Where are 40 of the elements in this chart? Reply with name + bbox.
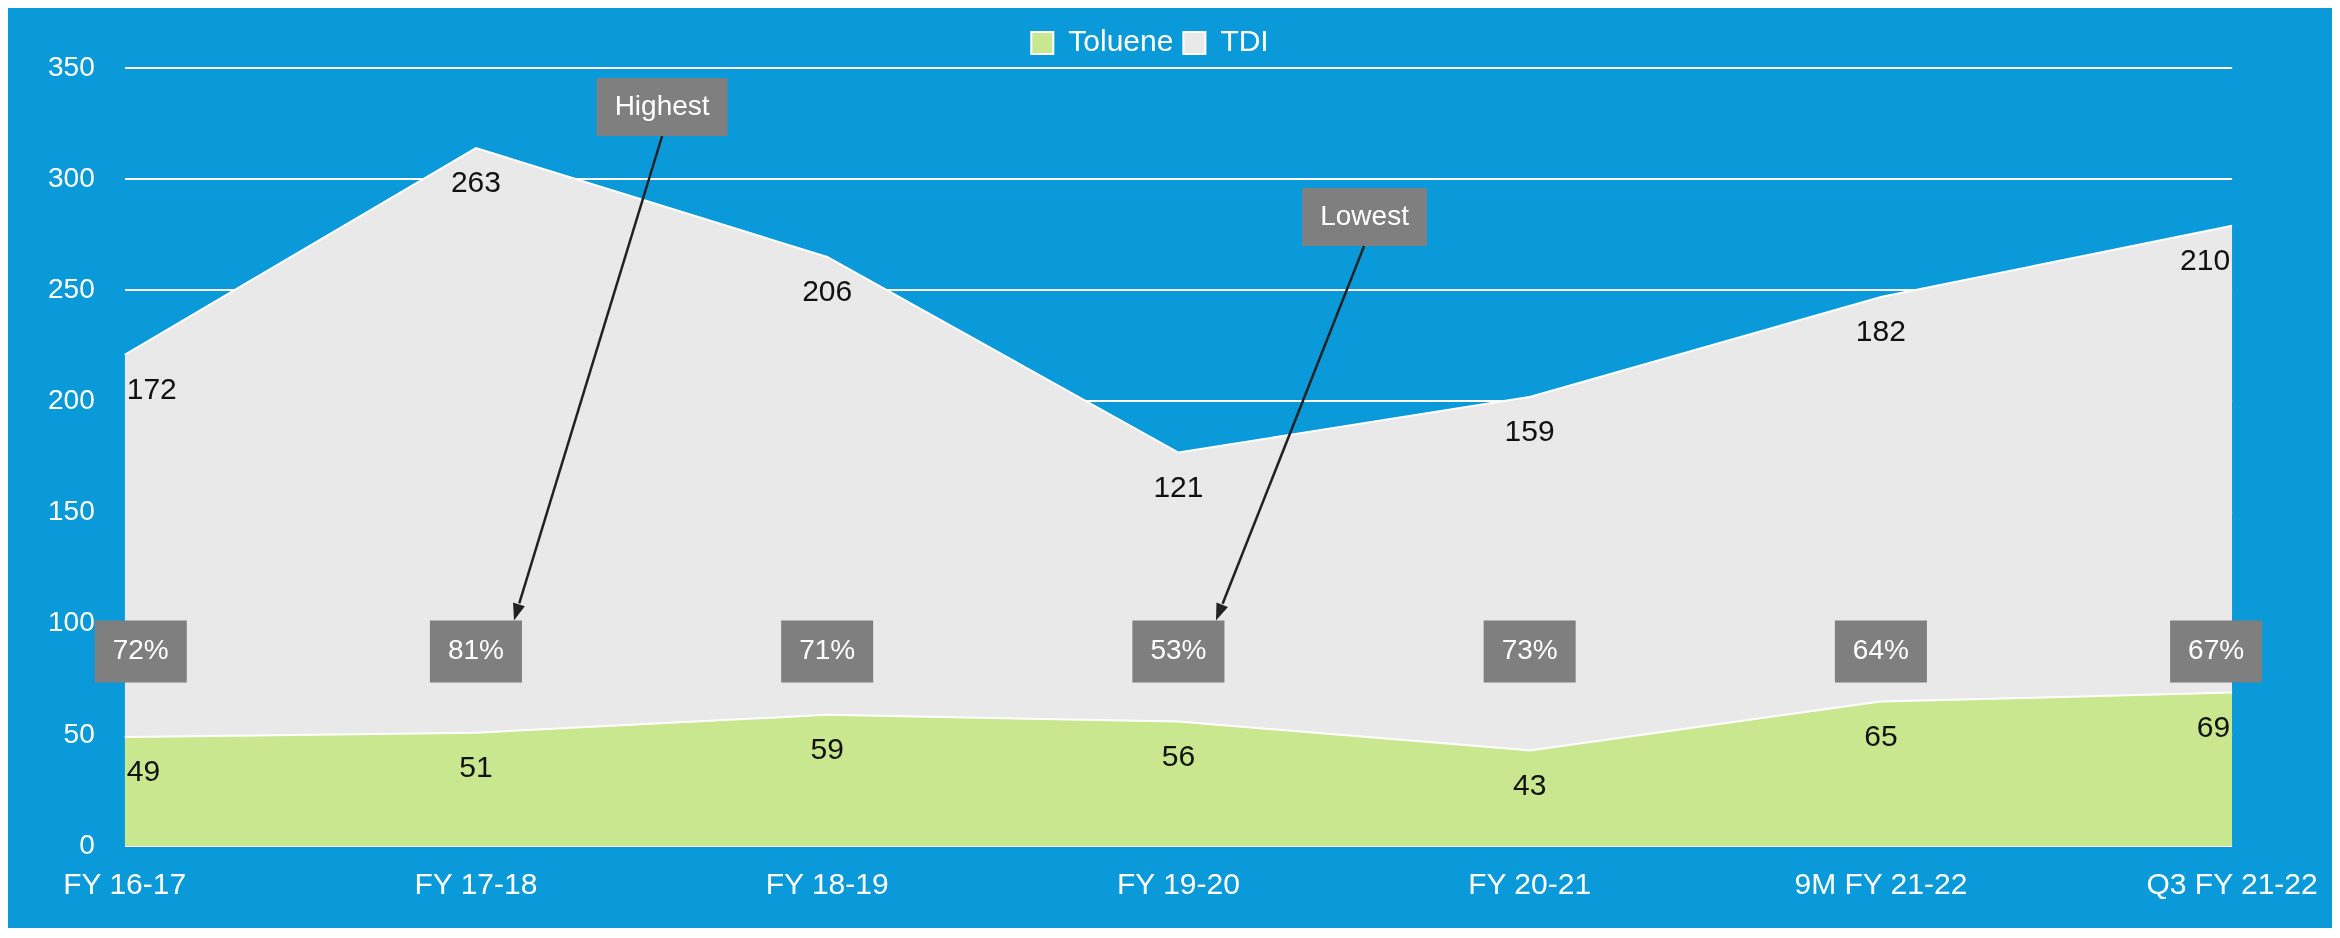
legend-label: Toluene [1068, 24, 1174, 58]
annotation: 64% [1852, 634, 1909, 666]
x-tick-label: Q3 FY 21-22 [2146, 867, 2318, 901]
data-label: 263 [450, 165, 501, 199]
x-tick-label: FY 18-19 [765, 867, 889, 901]
data-label: 49 [126, 754, 161, 788]
y-tick-label: 50 [63, 717, 95, 749]
annotation: Highest [614, 89, 710, 121]
y-tick-label: 350 [48, 50, 95, 82]
y-tick-label: 300 [48, 161, 95, 193]
data-label: 69 [2196, 709, 2231, 743]
x-tick-label: FY 16-17 [63, 867, 187, 901]
data-label: 172 [126, 372, 177, 406]
data-label: 56 [1161, 738, 1196, 772]
x-tick-label: FY 17-18 [414, 867, 538, 901]
annotation: 53% [1150, 634, 1207, 666]
data-label: 65 [1864, 718, 1898, 752]
data-label: 206 [802, 274, 853, 308]
annotation: 67% [2188, 634, 2245, 666]
annotation: 81% [447, 634, 504, 666]
data-label: 51 [459, 749, 493, 783]
y-tick-label: 200 [48, 384, 95, 416]
y-tick-label: 0 [79, 828, 95, 860]
legend-label: TDI [1220, 24, 1269, 58]
annotation: Lowest [1320, 199, 1410, 231]
annotation: 71% [799, 634, 856, 666]
y-tick-label: 100 [48, 606, 95, 638]
annotation: 73% [1501, 634, 1558, 666]
x-tick-label: 9M FY 21-22 [1794, 867, 1968, 901]
data-label: 159 [1504, 414, 1555, 448]
data-label: 121 [1153, 469, 1204, 503]
data-label: 59 [810, 732, 844, 766]
data-label: 210 [2180, 243, 2231, 277]
y-tick-label: 250 [48, 273, 95, 304]
data-label: 182 [1855, 314, 1906, 348]
x-tick-label: FY 20-21 [1468, 867, 1592, 901]
annotation: 72% [112, 634, 169, 666]
data-label: 43 [1512, 767, 1547, 801]
x-tick-label: FY 19-20 [1116, 867, 1240, 901]
y-tick-label: 150 [48, 495, 95, 527]
